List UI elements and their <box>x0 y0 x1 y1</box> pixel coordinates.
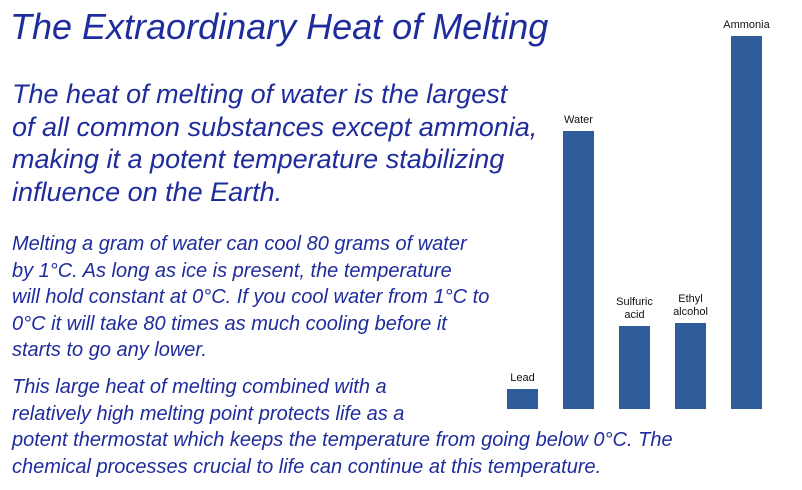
bar <box>619 326 650 409</box>
text-line: Melting a gram of water can cool 80 gram… <box>12 233 467 255</box>
text-line: by 1°C. As long as ice is present, the t… <box>12 259 452 282</box>
text-line: relatively high melting point protects l… <box>12 402 405 425</box>
bar <box>731 36 762 409</box>
category-label: Ethyl alcohol <box>673 293 708 318</box>
text-line: of all common substances except ammonia, <box>12 111 538 142</box>
text-line: potent thermostat which keeps the temper… <box>12 429 673 452</box>
title: The Extraordinary Heat of Melting <box>10 6 549 47</box>
category-label: Water <box>564 114 593 126</box>
text-line: influence on the Earth. <box>12 176 283 207</box>
category-label: Lead <box>510 372 535 384</box>
category-label: Sulfuric acid <box>616 296 653 321</box>
text-line: chemical processes crucial to life can c… <box>12 455 602 478</box>
paragraph: Melting a gram of water can cool 80 gram… <box>12 231 489 364</box>
text-line: making it a potent temperature stabilizi… <box>12 144 505 174</box>
paragraph: The heat of melting of water is the larg… <box>12 78 537 208</box>
bar <box>675 323 706 409</box>
text-line: will hold constant at 0°C. If you cool w… <box>12 286 490 309</box>
paragraph: This large heat of melting combined with… <box>12 374 673 480</box>
text-line: starts to go any lower. <box>12 339 207 362</box>
bar <box>563 131 594 409</box>
bar <box>507 389 538 409</box>
text-line: This large heat of melting combined with… <box>12 376 387 398</box>
text-line: The heat of melting of water is the larg… <box>12 79 508 109</box>
text-line: 0°C it will take 80 times as much coolin… <box>12 312 447 335</box>
category-label: Ammonia <box>723 19 770 31</box>
chart: Lead Water Sulfuric acid Ethyl alcohol Ammon… <box>490 0 802 420</box>
